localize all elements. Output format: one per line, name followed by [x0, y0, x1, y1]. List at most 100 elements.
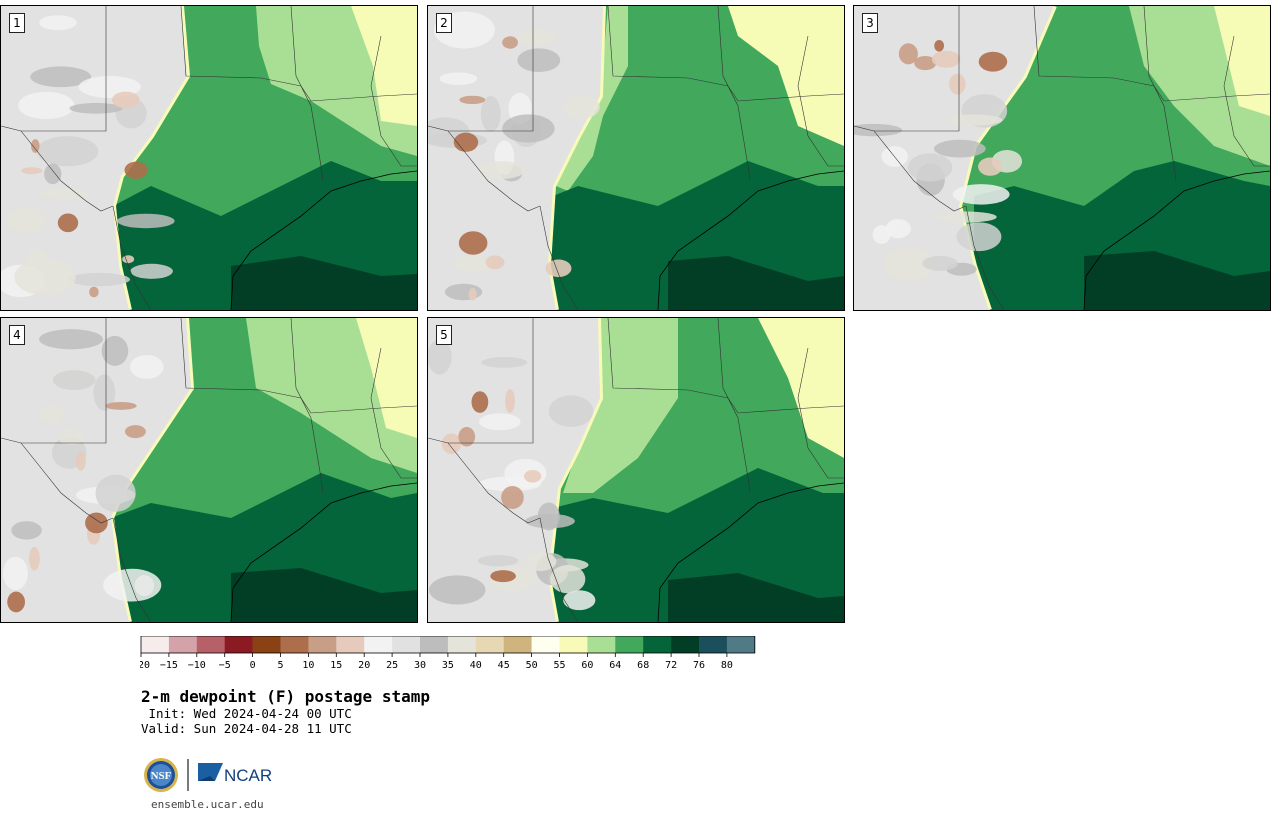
low-dewpoint-patch [978, 157, 1003, 176]
valid-time: Valid: Sun 2024-04-28 11 UTC [141, 721, 352, 736]
colorbar-tick-label: 30 [414, 660, 426, 671]
dry-texture [40, 404, 65, 424]
colorbar-tick-label: −15 [160, 660, 178, 671]
pale-yellow-region [758, 318, 844, 458]
colorbar-tick-label: 72 [665, 660, 677, 671]
light-green-region [556, 6, 628, 191]
dry-texture [52, 370, 96, 391]
colorbar-tick-label: 5 [277, 660, 283, 671]
low-dewpoint-patch [105, 401, 137, 410]
low-dewpoint-patch [7, 591, 26, 613]
panel-label: 1 [9, 13, 25, 33]
low-dewpoint-patch [111, 91, 140, 109]
ncar-logo: NCAR [198, 763, 272, 785]
state-boundary [428, 318, 534, 444]
coastline [230, 170, 417, 310]
border [112, 517, 152, 622]
dry-texture [516, 29, 557, 46]
dry-texture [885, 219, 911, 239]
colorbar-swatch [196, 636, 225, 653]
low-dewpoint-patch [441, 433, 462, 454]
dry-texture [872, 225, 891, 244]
dry-texture [2, 556, 28, 591]
dry-texture [130, 263, 173, 279]
colorbar-tick-label: 80 [721, 660, 733, 671]
dewpoint-map [854, 6, 1270, 310]
colorbar-swatch [224, 636, 253, 653]
colorbar-tick-label: −5 [219, 660, 231, 671]
map-panel-4: 4 [0, 317, 418, 623]
pale-yellow-region [728, 6, 844, 146]
panel-label: 2 [436, 13, 452, 33]
map-panel-2: 2 [427, 5, 845, 311]
dry-texture [934, 139, 986, 158]
low-dewpoint-patch [30, 139, 40, 153]
gulf-region [231, 256, 417, 310]
state-boundary [290, 318, 324, 494]
coastline [1083, 170, 1270, 310]
low-dewpoint-patch [471, 391, 489, 413]
state-boundary [290, 6, 324, 182]
border [447, 442, 541, 524]
dry-texture [11, 521, 42, 540]
colorbar-tick-label: −20 [140, 660, 150, 671]
dry-texture [480, 96, 501, 132]
dry-texture [479, 476, 542, 492]
dry-texture [936, 211, 997, 223]
dry-texture [44, 163, 62, 185]
light-green-region [563, 318, 678, 493]
colorbar-swatch [587, 636, 616, 653]
low-dewpoint-patch [502, 36, 518, 49]
map-panel-5: 5 [427, 317, 845, 623]
colorbar-tick-label: 0 [250, 660, 256, 671]
colorbar-tick-label: 10 [302, 660, 314, 671]
colorbar-tick-label: 25 [386, 660, 398, 671]
dry-texture [36, 136, 99, 167]
low-dewpoint-patch [931, 50, 961, 68]
low-dewpoint-patch [914, 55, 937, 71]
dewpoint-map [428, 6, 844, 310]
ncar-logo-text: NCAR [224, 766, 272, 785]
border [965, 205, 1005, 310]
dry-texture [117, 213, 175, 229]
dry-texture [103, 568, 162, 602]
dry-texture [14, 258, 76, 296]
low-dewpoint-patch [485, 255, 505, 270]
dewpoint-map [1, 318, 417, 622]
dry-texture [524, 552, 557, 571]
panel-label: 4 [9, 325, 25, 345]
low-dewpoint-patch [57, 213, 79, 233]
state-boundary [428, 6, 534, 132]
map-panel-1: 1 [0, 5, 418, 311]
dry-texture [93, 374, 116, 411]
border [539, 205, 579, 310]
low-dewpoint-patch [934, 39, 945, 52]
dry-texture [922, 255, 958, 271]
coastline [230, 482, 417, 622]
low-dewpoint-patch [545, 259, 572, 278]
figure-title: 2-m dewpoint (F) postage stamp [141, 687, 430, 706]
state-boundary [797, 35, 844, 167]
dry-texture [502, 114, 555, 143]
colorbar-tick-label: 64 [609, 660, 621, 671]
border [873, 130, 967, 212]
colorbar-swatch [531, 636, 560, 653]
dry-texture [478, 413, 521, 431]
colorbar-swatch [392, 636, 421, 653]
dry-texture [517, 48, 561, 73]
website-link[interactable]: ensemble.ucar.edu [151, 798, 264, 811]
colorbar-tick-label: 15 [330, 660, 342, 671]
colorbar-swatch [252, 636, 281, 653]
gulf-region [668, 573, 844, 622]
low-dewpoint-patch [458, 426, 476, 447]
state-boundary [1143, 6, 1177, 182]
low-dewpoint-patch [898, 43, 918, 65]
colorbar-swatch [475, 636, 504, 653]
low-dewpoint-patch [458, 231, 488, 255]
colorbar-swatch [559, 636, 588, 653]
colorbar-swatch [671, 636, 700, 653]
state-boundary [1, 318, 107, 444]
dry-texture [550, 565, 586, 594]
low-dewpoint-patch [75, 451, 86, 471]
low-dewpoint-patch [453, 132, 479, 152]
